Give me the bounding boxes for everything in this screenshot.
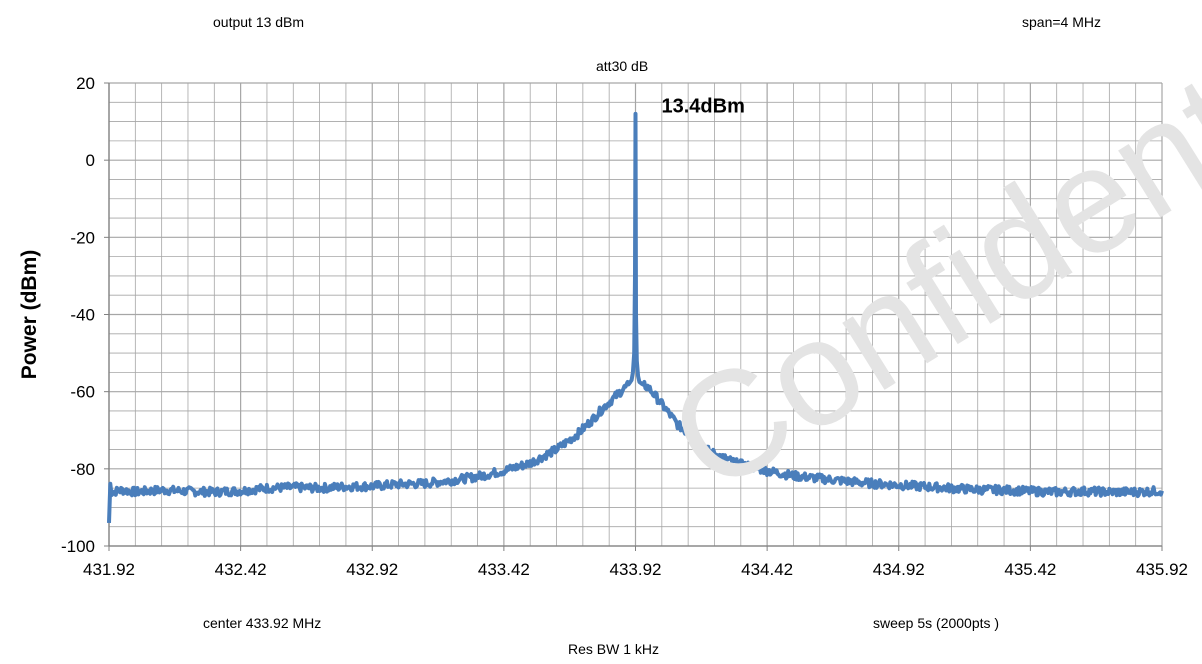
attenuation-label: att30 dB <box>596 58 649 74</box>
output-power-label: output 13 dBm <box>213 14 305 30</box>
y-tick-label: 0 <box>86 151 95 170</box>
peak-annotation: 13.4dBm <box>662 95 745 117</box>
power-trace-line <box>107 111 1164 523</box>
y-tick-label: -40 <box>70 306 95 325</box>
x-tick-label: 435.42 <box>1004 560 1056 579</box>
y-tick-label: -60 <box>70 383 95 402</box>
x-tick-label: 431.92 <box>83 560 135 579</box>
y-tick-label: -100 <box>61 537 95 556</box>
x-tick-label: 434.42 <box>741 560 793 579</box>
x-tick-label: 435.92 <box>1136 560 1188 579</box>
x-tick-label: 433.42 <box>478 560 530 579</box>
y-tick-label: 20 <box>76 74 95 93</box>
x-tick-label: 432.92 <box>346 560 398 579</box>
y-tick-label: -20 <box>70 228 95 247</box>
resolution-bandwidth-label: Res BW 1 kHz <box>568 641 660 657</box>
sweep-label: sweep 5s (2000pts ) <box>873 615 1000 631</box>
x-tick-label: 432.42 <box>215 560 267 579</box>
x-tick-label: 433.92 <box>610 560 662 579</box>
x-tick-label: 434.92 <box>873 560 925 579</box>
y-tick-label: -80 <box>70 460 95 479</box>
y-axis-title: Power (dBm) <box>18 250 41 380</box>
span-label: span=4 MHz <box>1022 14 1101 30</box>
center-frequency-label: center 433.92 MHz <box>203 615 322 631</box>
